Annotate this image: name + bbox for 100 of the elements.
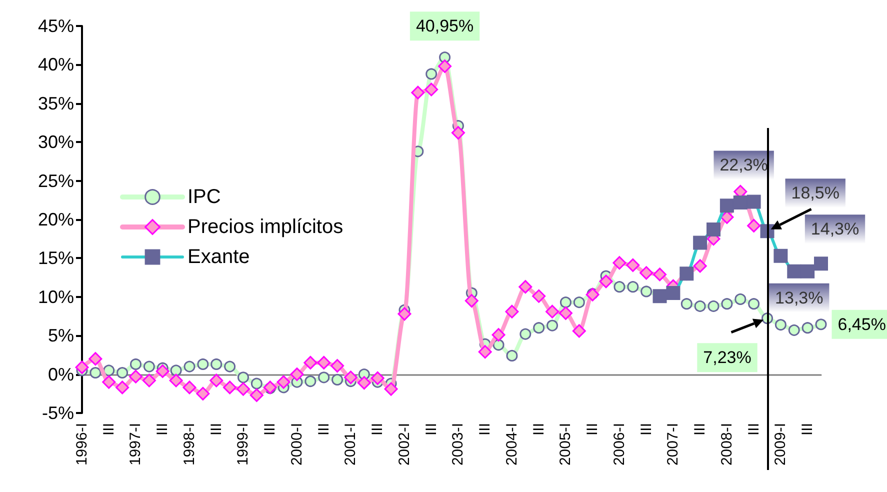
x-tick-label: 2000-I: [288, 423, 306, 466]
point: [384, 382, 398, 396]
x-tick-label: III: [692, 423, 709, 436]
x-tick-label: 2002-I: [396, 423, 413, 466]
point: [170, 364, 182, 376]
y-tick-label: 30%: [38, 132, 74, 152]
y-tick-label: 10%: [38, 286, 74, 307]
point: [505, 304, 519, 318]
x-tick-label: III: [745, 423, 762, 436]
point: [680, 298, 692, 310]
point: [236, 382, 250, 396]
point: [156, 364, 170, 378]
point: [492, 328, 506, 342]
point: [88, 352, 102, 366]
point: [90, 367, 102, 378]
point: [237, 372, 249, 384]
data-label: 14,3%: [810, 220, 860, 239]
x-tick-label: 1999-I: [234, 423, 252, 466]
point: [184, 360, 196, 372]
data-label: 40,95%: [416, 16, 474, 36]
y-tick-label: 45%: [38, 16, 74, 36]
x-tick-label: 1996-I: [74, 423, 90, 466]
legend-label: IPC: [188, 186, 221, 208]
point: [426, 68, 438, 80]
point: [182, 380, 196, 394]
y-tick-label: -5%: [42, 403, 74, 423]
point: [640, 286, 652, 298]
y-tick-label: 20%: [38, 210, 74, 230]
x-tick-label: III: [638, 423, 655, 436]
x-tick-label: 1998-I: [180, 423, 198, 466]
y-tick-label: 35%: [38, 93, 74, 114]
data-label: 18,5%: [791, 184, 840, 203]
y-tick-label: 0%: [48, 364, 74, 384]
point: [357, 376, 371, 390]
point: [128, 370, 142, 384]
x-tick-label: III: [100, 423, 118, 436]
x-tick-label: III: [476, 423, 494, 436]
point: [518, 280, 532, 294]
point: [653, 268, 667, 282]
point: [330, 359, 344, 373]
x-tick-label: III: [422, 423, 440, 436]
point: [224, 360, 236, 372]
point: [344, 370, 358, 384]
point: [332, 374, 344, 386]
point: [693, 259, 707, 273]
point: [398, 307, 412, 321]
point: [627, 281, 639, 293]
x-tick-label: III: [584, 423, 602, 436]
point: [142, 374, 156, 388]
point: [318, 372, 330, 384]
point: [210, 374, 224, 388]
point: [304, 356, 318, 370]
point: [614, 281, 626, 293]
x-tick-label: 1997-I: [127, 423, 144, 466]
point: [370, 371, 384, 385]
point: [558, 306, 572, 320]
x-tick-label: III: [262, 423, 279, 436]
point: [250, 378, 262, 390]
y-tick-label: 40%: [38, 54, 74, 75]
point: [520, 328, 532, 340]
point: [197, 358, 209, 370]
x-tick-label: 2001-I: [342, 423, 360, 466]
point: [196, 386, 210, 400]
point: [143, 360, 155, 372]
y-tick-label: 5%: [48, 326, 74, 346]
point: [533, 322, 545, 334]
y-tick-label: 25%: [38, 170, 74, 191]
point: [424, 82, 438, 96]
point: [130, 358, 142, 370]
point: [694, 300, 706, 312]
x-tick-label: III: [369, 423, 386, 436]
point: [75, 360, 89, 374]
point: [103, 364, 115, 376]
x-tick-label: 2009-I: [772, 423, 790, 466]
x-tick-label: 2008-I: [718, 423, 736, 466]
point: [478, 345, 492, 359]
point: [774, 319, 786, 331]
point: [492, 339, 504, 351]
point: [573, 296, 585, 308]
point: [747, 218, 761, 232]
x-tick-label: III: [208, 423, 225, 436]
point: [223, 380, 237, 394]
point: [451, 126, 465, 140]
legend-label: Precios implícitos: [188, 216, 344, 238]
point: [546, 320, 558, 332]
point: [532, 289, 546, 303]
point: [304, 376, 316, 388]
point: [546, 304, 560, 318]
data-label: 7,23%: [703, 348, 752, 368]
point: [210, 358, 222, 370]
x-tick-label: 2003-I: [450, 423, 467, 466]
x-tick-label: 2006-I: [610, 423, 628, 466]
x-tick-label: 2004-I: [503, 423, 520, 466]
point: [250, 388, 264, 402]
point: [276, 375, 290, 389]
point: [748, 298, 760, 310]
x-tick-label: 2007-I: [664, 423, 682, 466]
point: [572, 324, 586, 338]
point: [788, 324, 800, 336]
point: [599, 274, 613, 288]
